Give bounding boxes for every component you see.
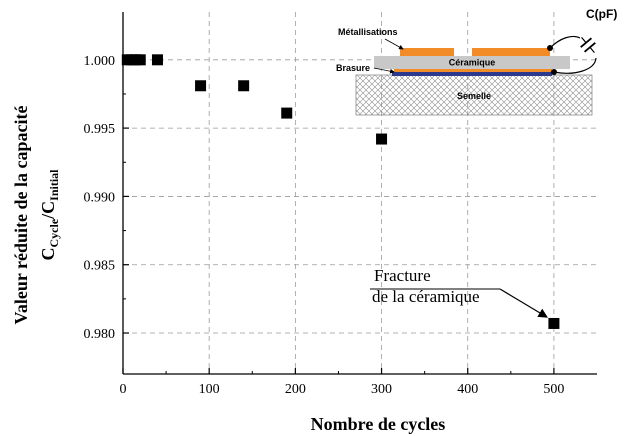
capacitor-wire-bottom [553,57,597,74]
annotation-line1: Fracture [374,266,431,285]
y-axis-title-sub-initial: Initial [47,169,61,201]
brasure-arrow [373,67,395,74]
ceramique-layer [374,56,570,69]
data-point-4 [151,54,163,66]
inset-diagram: Semelle Céramique Métallisations Brasure… [336,7,617,116]
y-tick-label-2: 0.990 [84,190,116,205]
data-point-9 [548,317,560,329]
data-points [121,54,560,329]
semelle-label: Semelle [457,91,491,101]
annotation: Fracture de la céramique [370,266,548,318]
brasure-label: Brasure [336,63,370,73]
y-axis-title-sub-cycle: Cycle [47,218,61,247]
y-tick-label-3: 0.995 [84,122,116,137]
ceramique-label: Céramique [449,58,496,68]
x-axis-title: Nombre de cycles [311,414,446,434]
y-axis-title-line1: Valeur réduite de la capacité [11,106,31,325]
y-axis-title: Valeur réduite de la capacité CCycle/CIn… [11,106,61,325]
brasure-layer [392,71,552,76]
y-ticks: 0.980 0.985 0.990 0.995 1.000 [84,54,129,342]
annotation-line2: de la céramique [372,287,480,306]
y-tick-label-0: 0.980 [84,327,116,342]
metallisation-bottom [394,69,552,72]
x-tick-label-2: 200 [285,382,306,397]
y-axis-title-slash: /C [38,201,58,220]
data-point-7 [281,107,293,119]
metallisations-arrow [384,38,404,50]
data-point-6 [238,80,250,92]
y-axis-title-c: C [38,248,58,261]
x-tick-label-1: 100 [199,382,220,397]
data-point-8 [376,133,388,145]
metallisation-top-left [400,48,454,56]
y-axis-title-line2: CCycle/CInitial [38,169,61,261]
data-point-5 [195,80,207,92]
axes [122,12,597,375]
metallisation-top-right [472,48,550,56]
metallisations-label: Métallisations [338,27,398,37]
capacitor-wire-top [549,35,581,49]
capacitor-icon [580,36,596,54]
x-ticks: 0 100 200 300 400 500 [120,368,564,397]
y-tick-label-1: 0.985 [84,259,116,274]
y-tick-label-4: 1.000 [84,54,116,69]
x-tick-label-4: 400 [457,382,478,397]
x-tick-label-5: 500 [543,382,564,397]
grid [123,12,597,374]
x-tick-label-3: 300 [371,382,392,397]
data-point-3 [134,54,146,66]
capacitor-label: C(pF) [586,7,617,21]
annotation-arrow [499,288,548,318]
semelle-block [355,74,593,116]
x-tick-label-0: 0 [120,382,127,397]
